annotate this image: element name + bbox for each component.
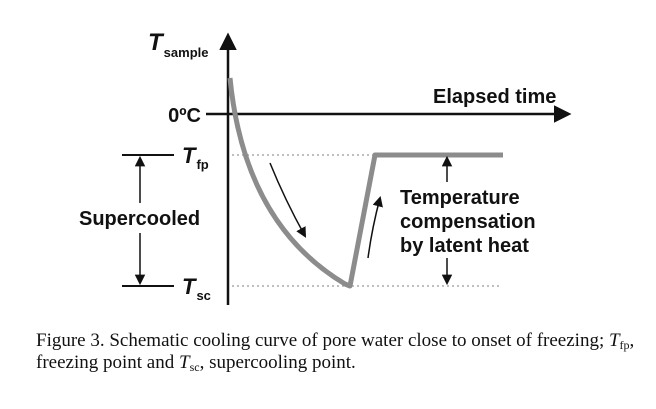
supercooled-label: Supercooled [79, 208, 200, 230]
figure-caption: Figure 3. Schematic cooling curve of por… [36, 330, 635, 374]
compensation-label-line3: by latent heat [400, 235, 529, 257]
cooling-direction-arrow [269, 162, 307, 238]
freezing-point-label: Tfp [182, 143, 209, 172]
zero-celsius-label: 0ºC [168, 105, 201, 127]
y-axis-label: Tsample [148, 29, 208, 60]
cooling-curve [227, 77, 503, 289]
warming-direction-arrow [367, 195, 383, 259]
supercooling-point-label: Tsc [182, 274, 211, 303]
compensation-label-line2: compensation [400, 211, 536, 233]
x-axis-label: Elapsed time [433, 86, 556, 108]
compensation-label-line1: Temperature [400, 187, 520, 209]
